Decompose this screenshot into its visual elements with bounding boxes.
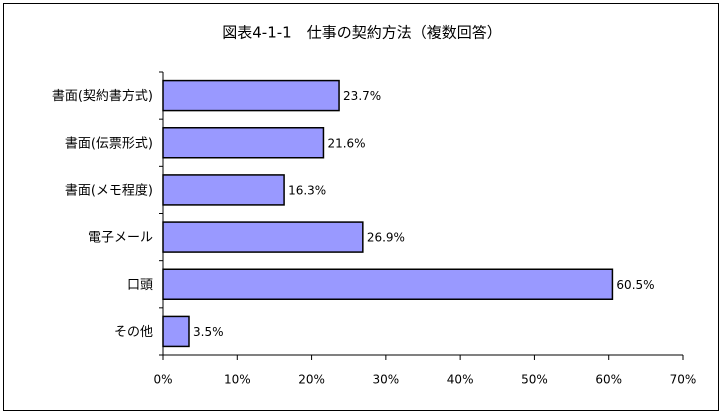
- y-tick-label: 書面(契約書方式): [52, 88, 153, 104]
- bar: [162, 315, 190, 348]
- bar: [162, 79, 340, 112]
- x-tick-label: 30%: [373, 373, 400, 387]
- x-tick-label: 20%: [298, 373, 325, 387]
- data-label: 23.7%: [343, 89, 381, 103]
- x-tick-label: 0%: [153, 373, 172, 387]
- data-label: 60.5%: [616, 278, 654, 292]
- data-label: 21.6%: [327, 136, 365, 150]
- data-label: 3.5%: [193, 325, 224, 339]
- bar: [162, 127, 325, 159]
- data-label: 16.3%: [288, 183, 326, 197]
- x-tick-label: 40%: [447, 373, 474, 387]
- y-tick-label: 書面(メモ程度): [65, 182, 153, 198]
- x-tick-label: 60%: [595, 373, 622, 387]
- x-tick-label: 70%: [670, 373, 697, 387]
- x-tick-label: 10%: [224, 373, 251, 387]
- bar: [162, 268, 614, 300]
- bar: [162, 221, 364, 253]
- chart-title: 図表4-1-1 仕事の契約方法（複数回答）: [222, 24, 501, 42]
- y-tick-label: 口頭: [127, 278, 153, 293]
- chart-frame: [3, 3, 719, 411]
- y-tick-label: その他: [114, 325, 153, 340]
- x-tick-label: 50%: [521, 373, 548, 387]
- bar: [162, 174, 285, 206]
- y-tick-label: 書面(伝票形式): [65, 136, 153, 151]
- y-tick-label: 電子メール: [88, 231, 153, 246]
- data-label: 26.9%: [367, 231, 405, 245]
